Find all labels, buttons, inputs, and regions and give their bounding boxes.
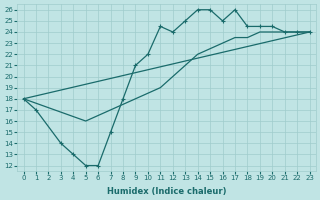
X-axis label: Humidex (Indice chaleur): Humidex (Indice chaleur) — [107, 187, 226, 196]
